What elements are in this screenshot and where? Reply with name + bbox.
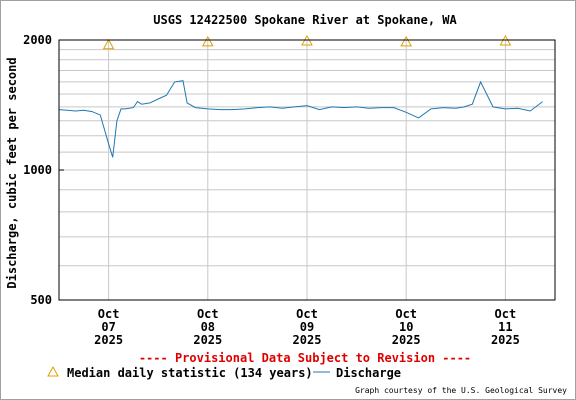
- y-axis-tick-labels: 500 1000 2000: [23, 33, 64, 307]
- chart-title: USGS 12422500 Spokane River at Spokane, …: [153, 13, 457, 27]
- discharge-series: [58, 80, 543, 158]
- median-triangle: [201, 35, 214, 47]
- x-tick-label: Oct: [395, 307, 417, 321]
- x-tick-label: 2025: [392, 333, 421, 347]
- x-tick-label: Oct: [296, 307, 318, 321]
- y-tick-label: 2000: [23, 33, 52, 47]
- x-tick-label: 08: [201, 320, 215, 334]
- x-tick-label: Oct: [98, 307, 120, 321]
- x-tick-label: 2025: [94, 333, 123, 347]
- x-tick-label: 11: [498, 320, 512, 334]
- x-tick-label: 09: [300, 320, 314, 334]
- x-tick-label: 2025: [491, 333, 520, 347]
- x-tick-label: 2025: [293, 333, 322, 347]
- credit-text: Graph courtesy of the U.S. Geological Su…: [355, 386, 567, 395]
- y-tick-label: 500: [30, 293, 52, 307]
- median-triangle: [102, 38, 115, 50]
- median-triangle: [400, 35, 413, 47]
- y-axis-label: Discharge, cubic feet per second: [5, 57, 19, 288]
- grid-lines: [59, 40, 555, 300]
- x-axis-tick-labels: Oct072025Oct082025Oct092025Oct102025Oct1…: [94, 307, 520, 347]
- legend-median-triangle-icon: [47, 365, 59, 377]
- discharge-line: [58, 80, 543, 158]
- y-tick-label: 1000: [23, 163, 52, 177]
- x-tick-label: 10: [399, 320, 413, 334]
- x-tick-label: 2025: [193, 333, 222, 347]
- x-tick-label: Oct: [197, 307, 219, 321]
- x-tick-label: 07: [101, 320, 115, 334]
- provisional-notice: ---- Provisional Data Subject to Revisio…: [139, 351, 471, 365]
- legend-median-label: Median daily statistic (134 years): [67, 366, 313, 380]
- legend: Median daily statistic (134 years) Disch…: [47, 365, 401, 380]
- x-tick-label: Oct: [495, 307, 517, 321]
- legend-discharge-label: Discharge: [336, 366, 401, 380]
